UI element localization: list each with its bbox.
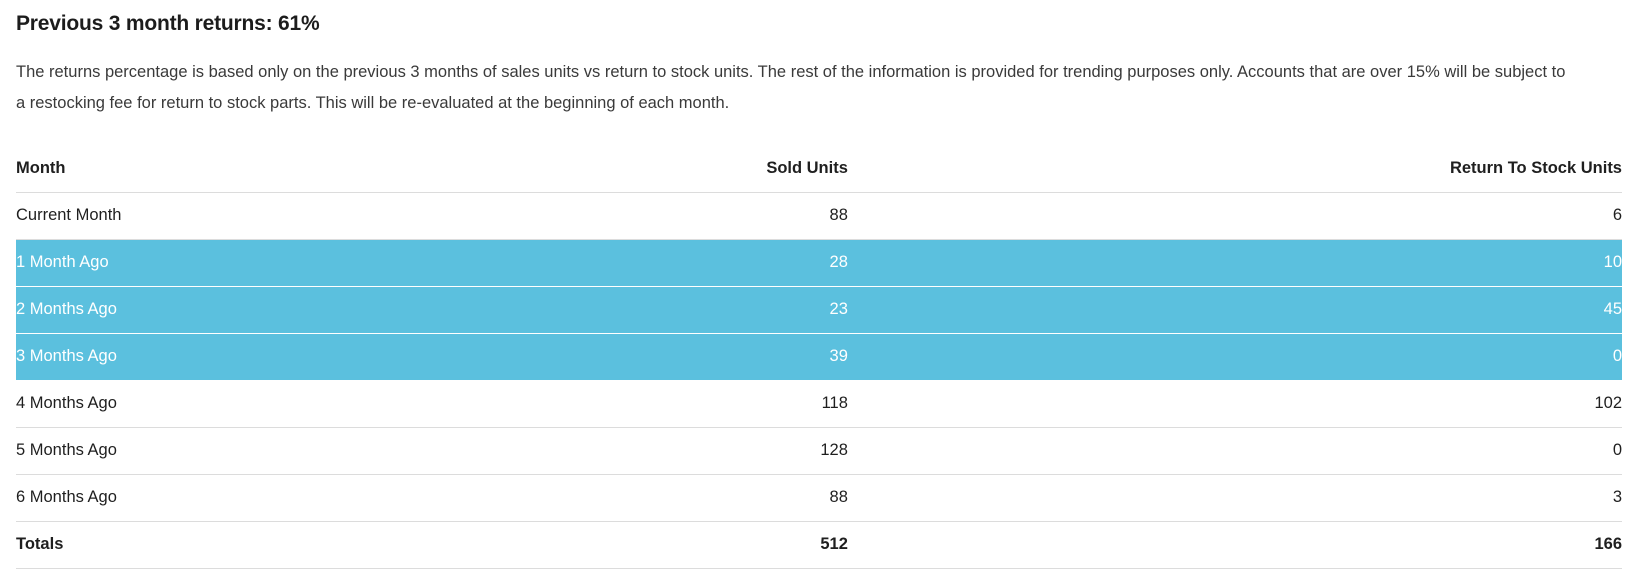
table-body: Current Month 88 6 1 Month Ago 28 10 2 Months … — [16, 192, 1622, 522]
return-units-cell: 102 — [847, 380, 1622, 428]
table-row: Current Month 88 6 — [16, 192, 1622, 240]
return-units-cell: 0 — [847, 333, 1622, 381]
returns-table: Month Sold Units Return To Stock Units C… — [16, 146, 1622, 569]
sold-units-cell: 128 — [513, 427, 848, 475]
returns-description: The returns percentage is based only on … — [16, 63, 1566, 112]
return-units-cell: 3 — [847, 474, 1622, 522]
table-footer: Totals 512 166 — [16, 521, 1622, 569]
sold-units-cell: 118 — [513, 380, 848, 428]
month-cell: Current Month — [16, 192, 514, 240]
month-cell: 2 Months Ago — [16, 286, 514, 334]
month-cell: 3 Months Ago — [16, 333, 514, 381]
column-header-sold-units: Sold Units — [513, 146, 848, 193]
sold-units-cell: 39 — [513, 333, 848, 381]
totals-label: Totals — [16, 521, 514, 569]
return-units-cell: 10 — [847, 239, 1622, 287]
return-units-cell: 45 — [847, 286, 1622, 334]
table-row: 5 Months Ago 128 0 — [16, 427, 1622, 475]
table-row: 1 Month Ago 28 10 — [16, 239, 1622, 287]
table-row: 2 Months Ago 23 45 — [16, 286, 1622, 334]
totals-row: Totals 512 166 — [16, 521, 1622, 569]
month-cell: 6 Months Ago — [16, 474, 514, 522]
month-cell: 4 Months Ago — [16, 380, 514, 428]
sold-units-cell: 88 — [513, 474, 848, 522]
sold-units-cell: 28 — [513, 239, 848, 287]
month-cell: 5 Months Ago — [16, 427, 514, 475]
table-row: 3 Months Ago 39 0 — [16, 333, 1622, 381]
totals-sold-units: 512 — [513, 521, 848, 569]
return-units-cell: 0 — [847, 427, 1622, 475]
table-row: 6 Months Ago 88 3 — [16, 474, 1622, 522]
page-title: Previous 3 month returns: 61% — [16, 12, 320, 35]
column-header-month: Month — [16, 146, 514, 193]
sold-units-cell: 88 — [513, 192, 848, 240]
column-header-return-to-stock-units: Return To Stock Units — [847, 146, 1622, 193]
totals-return-units: 166 — [847, 521, 1622, 569]
table-header: Month Sold Units Return To Stock Units — [16, 146, 1622, 193]
table-header-row: Month Sold Units Return To Stock Units — [16, 146, 1622, 193]
sold-units-cell: 23 — [513, 286, 848, 334]
table-row: 4 Months Ago 118 102 — [16, 380, 1622, 428]
return-units-cell: 6 — [847, 192, 1622, 240]
month-cell: 1 Month Ago — [16, 239, 514, 287]
